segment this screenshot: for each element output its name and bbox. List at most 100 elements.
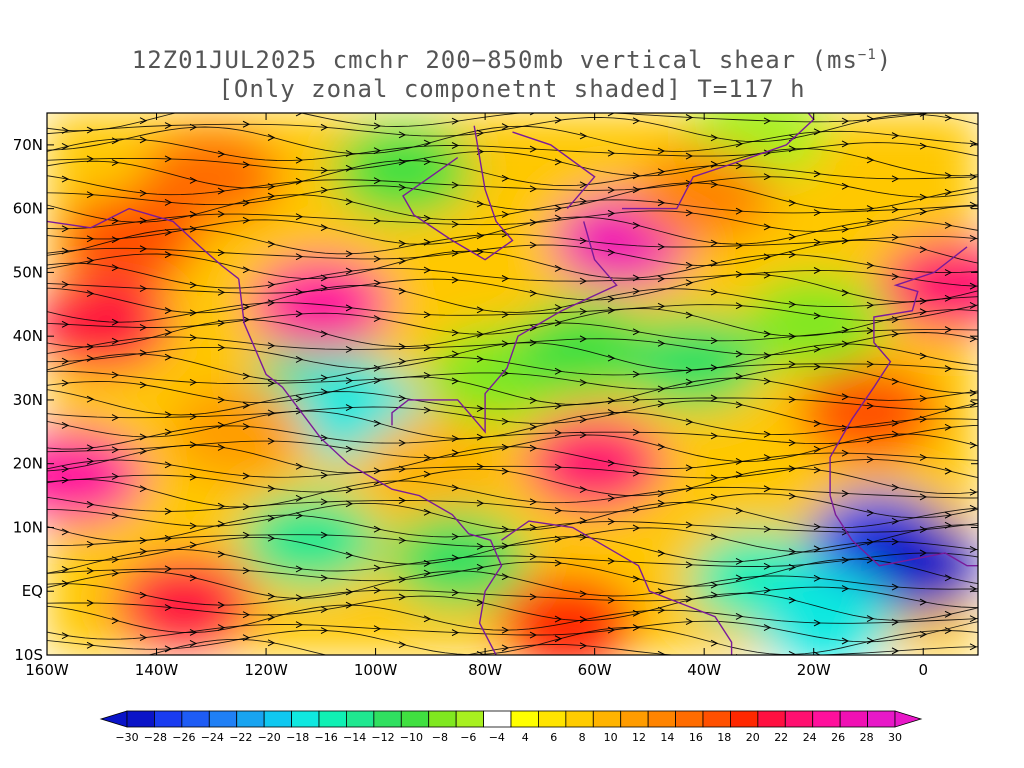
colorbar-swatch xyxy=(592,710,622,728)
streamline-arrow xyxy=(607,518,616,526)
streamline-arrow xyxy=(111,137,120,145)
streamline-arrow xyxy=(373,364,382,372)
streamline-arrow xyxy=(529,423,538,431)
streamline-arrow xyxy=(242,216,251,224)
streamline-arrow xyxy=(423,470,432,478)
streamline-arrow xyxy=(944,467,953,475)
streamline-arrow xyxy=(398,184,407,191)
streamline-arrow xyxy=(111,512,120,520)
streamline-arrow xyxy=(139,245,148,253)
streamline-arrow xyxy=(398,358,407,365)
streamline-arrow xyxy=(710,160,719,168)
streamline-arrow xyxy=(529,593,538,601)
colorbar-low-arrow xyxy=(99,710,128,728)
shade-blob xyxy=(634,147,775,244)
streamline-arrow xyxy=(423,311,432,319)
streamline-arrow xyxy=(295,113,303,117)
y-tick-label: 70N xyxy=(13,136,43,154)
streamline-arrow xyxy=(969,441,978,449)
streamline-arrow xyxy=(841,528,850,536)
shade-blob xyxy=(754,568,895,655)
streamline-arrow xyxy=(267,613,276,621)
colorbar-label: −30 xyxy=(115,731,138,744)
colorbar-label: 10 xyxy=(604,731,618,744)
streamline-arrow xyxy=(139,548,148,555)
y-tick-label: 20N xyxy=(13,455,43,473)
streamline-arrow xyxy=(295,462,304,470)
y-tick-label: 40N xyxy=(13,327,43,345)
streamline-arrow xyxy=(788,233,797,241)
streamline-arrow xyxy=(579,379,588,387)
shade-blob xyxy=(798,364,939,461)
streamline-arrow xyxy=(866,360,875,368)
streamline-arrow xyxy=(61,421,70,429)
streamline xyxy=(47,592,978,621)
streamline-arrow xyxy=(579,590,588,598)
streamline-arrow xyxy=(86,343,95,351)
streamline-arrow xyxy=(735,471,744,479)
streamline-arrow xyxy=(554,158,563,166)
plot-area xyxy=(47,113,978,655)
streamline-arrow xyxy=(423,139,432,147)
streamline-arrow xyxy=(554,615,563,623)
colorbar-swatch xyxy=(400,710,430,728)
streamline-arrow xyxy=(944,511,953,519)
streamline-arrow xyxy=(969,488,978,496)
streamline-arrow xyxy=(217,288,226,296)
colorbar-label: 16 xyxy=(689,731,703,744)
streamline xyxy=(47,410,978,440)
streamline xyxy=(47,250,978,279)
streamline-arrow xyxy=(164,198,173,206)
streamline-arrow xyxy=(345,345,354,353)
streamline-arrow xyxy=(398,536,407,544)
streamline-arrow xyxy=(944,423,953,431)
streamline-arrow xyxy=(295,565,304,573)
streamline-arrow xyxy=(919,630,928,638)
streamline-arrow xyxy=(345,304,354,312)
streamline-arrow xyxy=(139,189,148,197)
streamline-arrow xyxy=(242,611,251,619)
streamline-arrow xyxy=(735,401,744,409)
streamline-arrow xyxy=(111,318,120,326)
colorbar-swatch xyxy=(565,710,594,728)
streamline-arrow xyxy=(813,267,822,274)
colorbar-swatch xyxy=(318,710,347,728)
streamline-arrow xyxy=(763,562,772,570)
streamline-arrow xyxy=(554,265,563,272)
streamline-arrow xyxy=(607,397,616,405)
streamline-arrow xyxy=(61,379,70,387)
streamline-arrow xyxy=(579,431,588,439)
streamline-arrow xyxy=(710,364,719,372)
streamline-arrow xyxy=(320,186,329,194)
colorbar-label: 18 xyxy=(717,731,731,744)
streamline-arrow xyxy=(320,224,329,232)
streamline-arrow xyxy=(373,217,382,225)
streamline-arrow xyxy=(841,490,850,497)
streamline-arrow xyxy=(423,238,432,246)
streamline-arrow xyxy=(554,319,563,327)
streamline-arrow xyxy=(476,330,485,338)
streamline xyxy=(47,113,933,132)
streamline-arrow xyxy=(632,624,641,632)
streamline-arrow xyxy=(476,129,485,137)
streamline-arrow xyxy=(554,507,563,515)
streamline-arrow xyxy=(345,500,354,508)
streamline-arrow xyxy=(501,542,510,550)
streamline-arrow xyxy=(735,162,744,170)
streamline-arrow xyxy=(189,413,198,421)
streamline-arrow xyxy=(919,352,928,360)
streamline-arrow xyxy=(841,637,850,645)
streamline-arrow xyxy=(139,433,148,441)
streamline-arrow xyxy=(345,551,354,559)
streamline-arrow xyxy=(944,610,953,618)
streamline-arrow xyxy=(501,626,510,634)
streamline-arrow xyxy=(529,241,538,249)
streamline-arrow xyxy=(969,546,978,553)
streamline-arrow xyxy=(61,476,70,484)
streamline-arrow xyxy=(813,238,822,246)
streamline-arrow xyxy=(763,485,772,493)
streamline-arrow xyxy=(579,616,588,623)
streamline-arrow xyxy=(267,379,276,387)
streamline-arrow xyxy=(86,395,95,403)
streamline-arrow xyxy=(164,411,173,419)
